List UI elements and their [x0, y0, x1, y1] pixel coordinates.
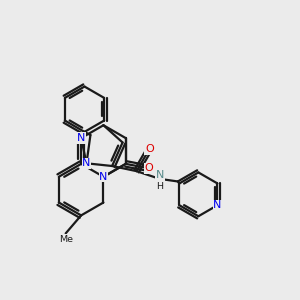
Text: N: N: [213, 200, 221, 210]
Text: O: O: [145, 144, 154, 154]
Text: Me: Me: [59, 235, 73, 244]
Text: O: O: [145, 163, 153, 173]
Text: H: H: [156, 182, 163, 191]
Text: N: N: [82, 158, 91, 168]
Text: N: N: [156, 170, 164, 180]
Text: N: N: [99, 172, 108, 182]
Text: N: N: [77, 133, 85, 143]
